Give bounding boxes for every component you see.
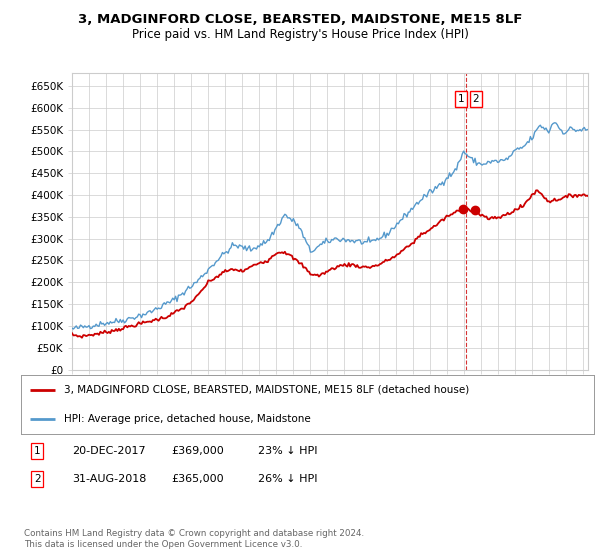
Text: 2: 2 <box>473 94 479 104</box>
Text: 20-DEC-2017: 20-DEC-2017 <box>72 446 146 456</box>
Text: 1: 1 <box>34 446 41 456</box>
Text: Price paid vs. HM Land Registry's House Price Index (HPI): Price paid vs. HM Land Registry's House … <box>131 28 469 41</box>
Text: £365,000: £365,000 <box>171 474 224 484</box>
Text: £369,000: £369,000 <box>171 446 224 456</box>
Text: 3, MADGINFORD CLOSE, BEARSTED, MAIDSTONE, ME15 8LF (detached house): 3, MADGINFORD CLOSE, BEARSTED, MAIDSTONE… <box>64 385 469 395</box>
Text: 3, MADGINFORD CLOSE, BEARSTED, MAIDSTONE, ME15 8LF: 3, MADGINFORD CLOSE, BEARSTED, MAIDSTONE… <box>78 13 522 26</box>
Text: Contains HM Land Registry data © Crown copyright and database right 2024.
This d: Contains HM Land Registry data © Crown c… <box>24 529 364 549</box>
Text: 26% ↓ HPI: 26% ↓ HPI <box>258 474 317 484</box>
Text: 2: 2 <box>34 474 41 484</box>
Text: 1: 1 <box>458 94 464 104</box>
Text: 31-AUG-2018: 31-AUG-2018 <box>72 474 146 484</box>
Text: 23% ↓ HPI: 23% ↓ HPI <box>258 446 317 456</box>
Text: HPI: Average price, detached house, Maidstone: HPI: Average price, detached house, Maid… <box>64 414 311 424</box>
